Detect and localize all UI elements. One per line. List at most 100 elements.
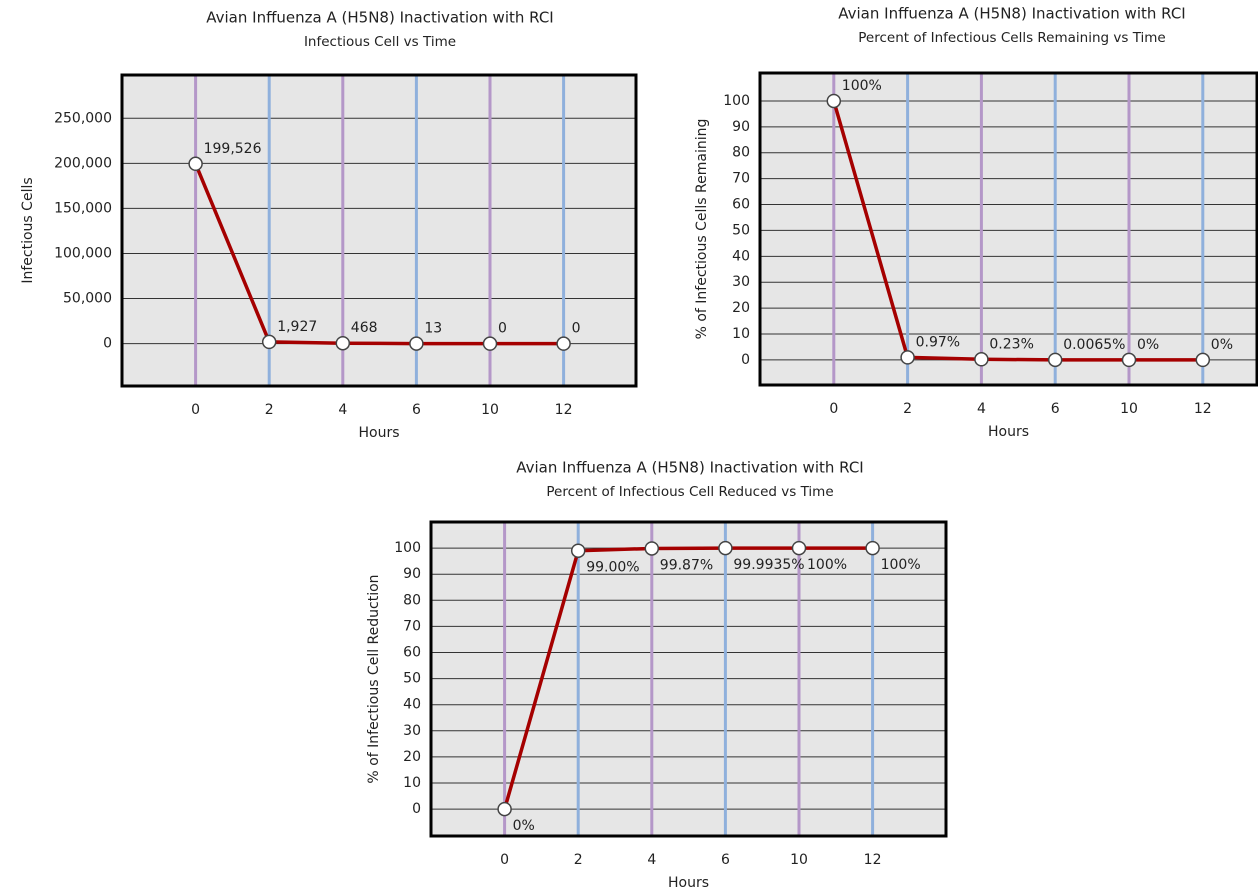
y-tick-label: 200,000 [54,155,112,171]
y-tick-label: 0 [103,336,112,352]
data-point [482,336,498,351]
y-tick-label: 50 [403,671,421,687]
data-label: 0 [498,321,507,337]
data-point [865,540,880,556]
x-tick-label: 12 [1194,401,1212,417]
data-point [1047,352,1063,368]
plot-border [120,73,638,388]
x-axis-label: Hours [358,425,399,441]
data-point [188,156,203,172]
data-line [832,100,1203,362]
x-tick-label: 0 [500,852,509,868]
data-label: 0% [513,818,535,834]
data-point [791,540,807,556]
data-line [193,163,564,346]
y-tick-label: 0 [412,801,421,817]
y-tick-label: 50,000 [63,291,112,307]
x-tick-label: 10 [790,852,808,868]
y-tick-label: 10 [403,775,421,791]
data-label: 100% [807,557,847,573]
plot-area [122,75,636,386]
data-label: 468 [351,320,378,336]
x-tick-label: 0 [191,402,200,418]
plot-area [760,73,1257,385]
chart-title: Avian Inffuenza A (H5N8) Inactivation wi… [516,459,863,477]
data-point [826,93,842,109]
y-axis-label: Infectious Cells [20,177,36,283]
y-tick-label: 150,000 [54,200,112,216]
data-point [570,543,586,558]
data-point [974,352,989,367]
y-tick-label: 90 [403,566,421,582]
y-tick-label: 70 [732,171,750,187]
y-tick-label: 100 [723,93,750,109]
y-tick-label: 100,000 [54,245,112,261]
data-label: 0% [1211,337,1233,353]
y-tick-label: 20 [403,749,421,765]
x-tick-label: 2 [574,852,583,868]
data-point [1195,352,1211,368]
x-axis-label: Hours [988,424,1029,440]
chart-subtitle: Percent of Infectious Cell Reduced vs Ti… [546,484,833,500]
data-label: 1,927 [277,319,317,335]
chart-title: Avian Inffuenza A (H5N8) Inactivation wi… [206,9,553,27]
y-tick-label: 100 [394,540,421,556]
data-label: 99.9935% [733,557,804,573]
x-tick-label: 12 [864,852,882,868]
data-point [497,801,512,817]
y-tick-label: 60 [403,645,421,661]
plot-border [758,71,1258,387]
data-label: 13 [424,321,442,337]
data-label: 0.23% [989,336,1033,352]
x-tick-label: 2 [265,402,274,418]
data-point [900,350,915,365]
plot-border [429,520,948,838]
data-label: 199,526 [204,141,262,157]
x-tick-label: 10 [1120,401,1138,417]
data-label: 0.0065% [1063,337,1125,353]
x-tick-label: 4 [977,401,986,417]
data-label: 0 [572,321,581,337]
data-label: 0% [1137,337,1159,353]
y-axis-label: % of Infectious Cell Reduction [366,574,382,783]
data-label: 99.00% [586,560,639,576]
y-tick-label: 30 [403,723,421,739]
data-point [335,335,351,351]
y-tick-label: 70 [403,618,421,634]
data-point [261,334,277,350]
y-tick-label: 10 [732,326,750,342]
data-label: 100% [842,78,882,94]
chart-title: Avian Inffuenza A (H5N8) Inactivation wi… [838,5,1185,23]
chart-subtitle: Infectious Cell vs Time [304,34,456,50]
data-label: 99.87% [660,557,713,573]
data-label: 0.97% [916,334,960,350]
y-tick-label: 40 [732,248,750,264]
y-tick-label: 80 [403,592,421,608]
data-line [502,546,873,810]
y-tick-label: 50 [732,222,750,238]
x-axis-label: Hours [668,875,709,889]
data-point [556,336,571,351]
data-point [644,541,660,556]
data-point [1121,352,1137,368]
y-tick-label: 250,000 [54,110,112,126]
x-tick-label: 6 [412,402,421,418]
x-tick-label: 0 [829,401,838,417]
y-tick-label: 0 [741,352,750,368]
y-tick-label: 40 [403,697,421,713]
y-axis-label: % of Infectious Cells Remaining [694,119,710,340]
y-tick-label: 90 [732,119,750,135]
chart-subtitle: Percent of Infectious Cells Remaining vs… [858,30,1165,46]
data-point [409,336,424,351]
y-tick-label: 80 [732,145,750,161]
y-tick-label: 60 [732,197,750,213]
x-tick-label: 2 [903,401,912,417]
y-tick-label: 30 [732,274,750,290]
x-tick-label: 12 [555,402,573,418]
x-tick-label: 4 [338,402,347,418]
x-tick-label: 10 [481,402,499,418]
x-tick-label: 4 [647,852,656,868]
y-tick-label: 20 [732,300,750,316]
data-label: 100% [881,557,921,573]
